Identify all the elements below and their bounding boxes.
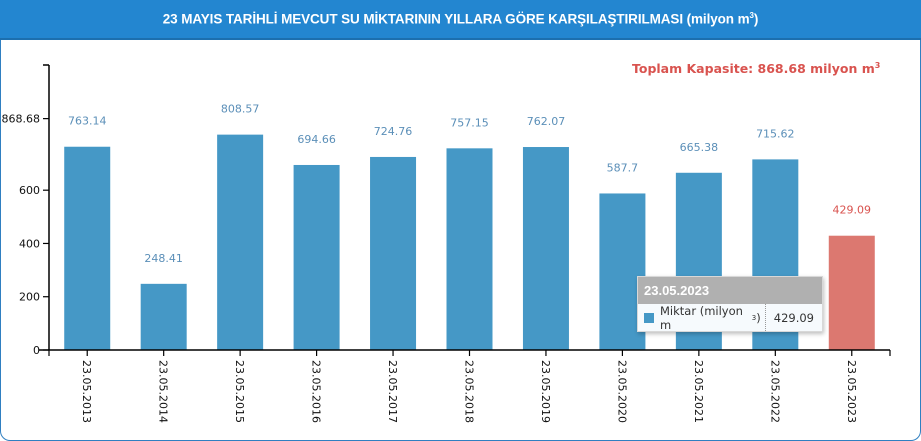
bar-value-label: 429.09	[833, 204, 872, 217]
bar-value-label: 757.15	[450, 116, 489, 129]
bar-value-label: 762.07	[527, 115, 566, 128]
bar-23.05.2018[interactable]	[446, 148, 493, 350]
bar-value-label: 763.14	[68, 115, 107, 128]
bar-value-label: 694.66	[297, 133, 336, 146]
y-tick-label: 200	[19, 291, 40, 304]
y-tick-label: 0	[33, 344, 40, 357]
x-tick-label: 23.05.2017	[386, 360, 399, 423]
x-tick-label: 23.05.2018	[463, 360, 476, 423]
y-tick-label: 400	[19, 237, 40, 250]
chart-title: 23 MAYIS TARİHLİ MEVCUT SU MİKTARININ YI…	[162, 11, 759, 27]
y-tick-label: 600	[19, 184, 40, 197]
bar-23.05.2019[interactable]	[522, 147, 569, 350]
y-tick-label: 868.68	[2, 113, 41, 126]
bar-value-label: 665.38	[680, 141, 719, 154]
x-tick-label: 23.05.2013	[80, 360, 93, 423]
bar-value-label: 808.57	[221, 103, 260, 116]
bar-value-label: 587.7	[607, 161, 639, 174]
bar-23.05.2013[interactable]	[64, 146, 111, 350]
x-tick-label: 23.05.2022	[768, 360, 781, 423]
total-capacity-annotation: Toplam Kapasite: 868.68 milyon m3	[632, 61, 881, 77]
x-axis: 23.05.2013 23.05.2014 23.05.2015 23.05.2016…	[39, 349, 891, 423]
x-tick-label: 23.05.2023	[845, 360, 858, 423]
bar-23.05.2014[interactable]	[140, 283, 187, 350]
x-tick-label: 23.05.2015	[233, 360, 246, 423]
bars: 763.14 248.41 808.57 694.66 724.76 757.15 762.…	[64, 103, 875, 350]
tooltip-title: 23.05.2023	[638, 277, 822, 304]
bar-23.05.2023[interactable]	[828, 235, 875, 350]
bar-tooltip: 23.05.2023 Miktar (milyon m 3) 429.09	[637, 276, 823, 332]
bar-value-label: 715.62	[756, 127, 795, 140]
tooltip-value: 429.09	[773, 310, 814, 325]
x-tick-label: 23.05.2019	[539, 360, 552, 423]
x-tick-label: 23.05.2014	[157, 360, 170, 423]
tooltip-series-name: Miktar (milyon m 3)	[660, 304, 766, 332]
y-axis: 0 200 400 600 868.68	[2, 64, 50, 357]
bar-value-label: 248.41	[144, 252, 183, 265]
bar-23.05.2017[interactable]	[370, 156, 417, 350]
x-tick-label: 23.05.2016	[310, 360, 323, 423]
x-tick-label: 23.05.2020	[615, 360, 628, 423]
chart-header: 23 MAYIS TARİHLİ MEVCUT SU MİKTARININ YI…	[0, 0, 921, 40]
tooltip-row: Miktar (milyon m 3) 429.09	[638, 304, 822, 332]
bar-23.05.2015[interactable]	[217, 134, 264, 350]
bar-23.05.2016[interactable]	[293, 164, 340, 350]
series-swatch-icon	[644, 312, 654, 323]
x-tick-label: 23.05.2021	[692, 360, 705, 423]
bar-value-label: 724.76	[374, 125, 413, 138]
